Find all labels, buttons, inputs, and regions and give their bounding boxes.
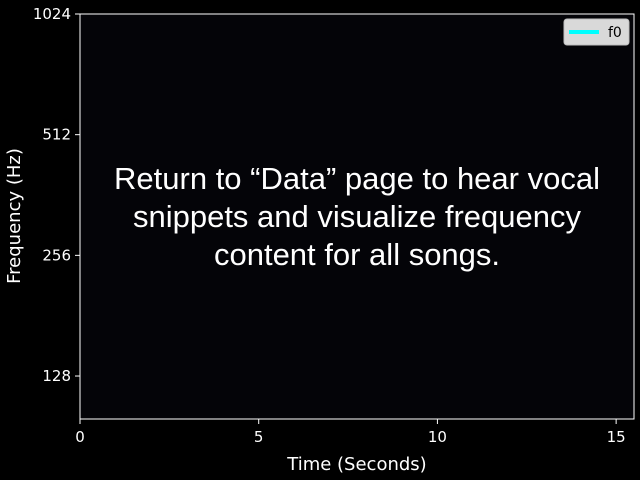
axes-frame	[79, 13, 635, 420]
y-tick-label: 128	[42, 367, 71, 385]
x-axis-label: Time (Seconds)	[286, 454, 426, 475]
y-axis-ticks: 128 256 512 1024	[33, 5, 80, 385]
return-to-data-message: Return to “Data” page to hear vocal snip…	[114, 161, 600, 272]
x-tick-label: 0	[75, 428, 85, 446]
legend: f0	[563, 18, 630, 46]
y-tick-label: 512	[42, 126, 71, 144]
plot-area	[80, 14, 634, 419]
x-axis-ticks: 0 5 10 15	[75, 419, 626, 446]
x-tick-label: 5	[254, 428, 264, 446]
y-tick-label: 256	[42, 246, 71, 264]
legend-label-f0: f0	[608, 25, 622, 41]
y-axis-label: Frequency (Hz)	[4, 148, 25, 284]
x-tick-label: 10	[428, 428, 447, 446]
x-tick-label: 15	[607, 428, 626, 446]
y-tick-label: 1024	[33, 5, 71, 23]
